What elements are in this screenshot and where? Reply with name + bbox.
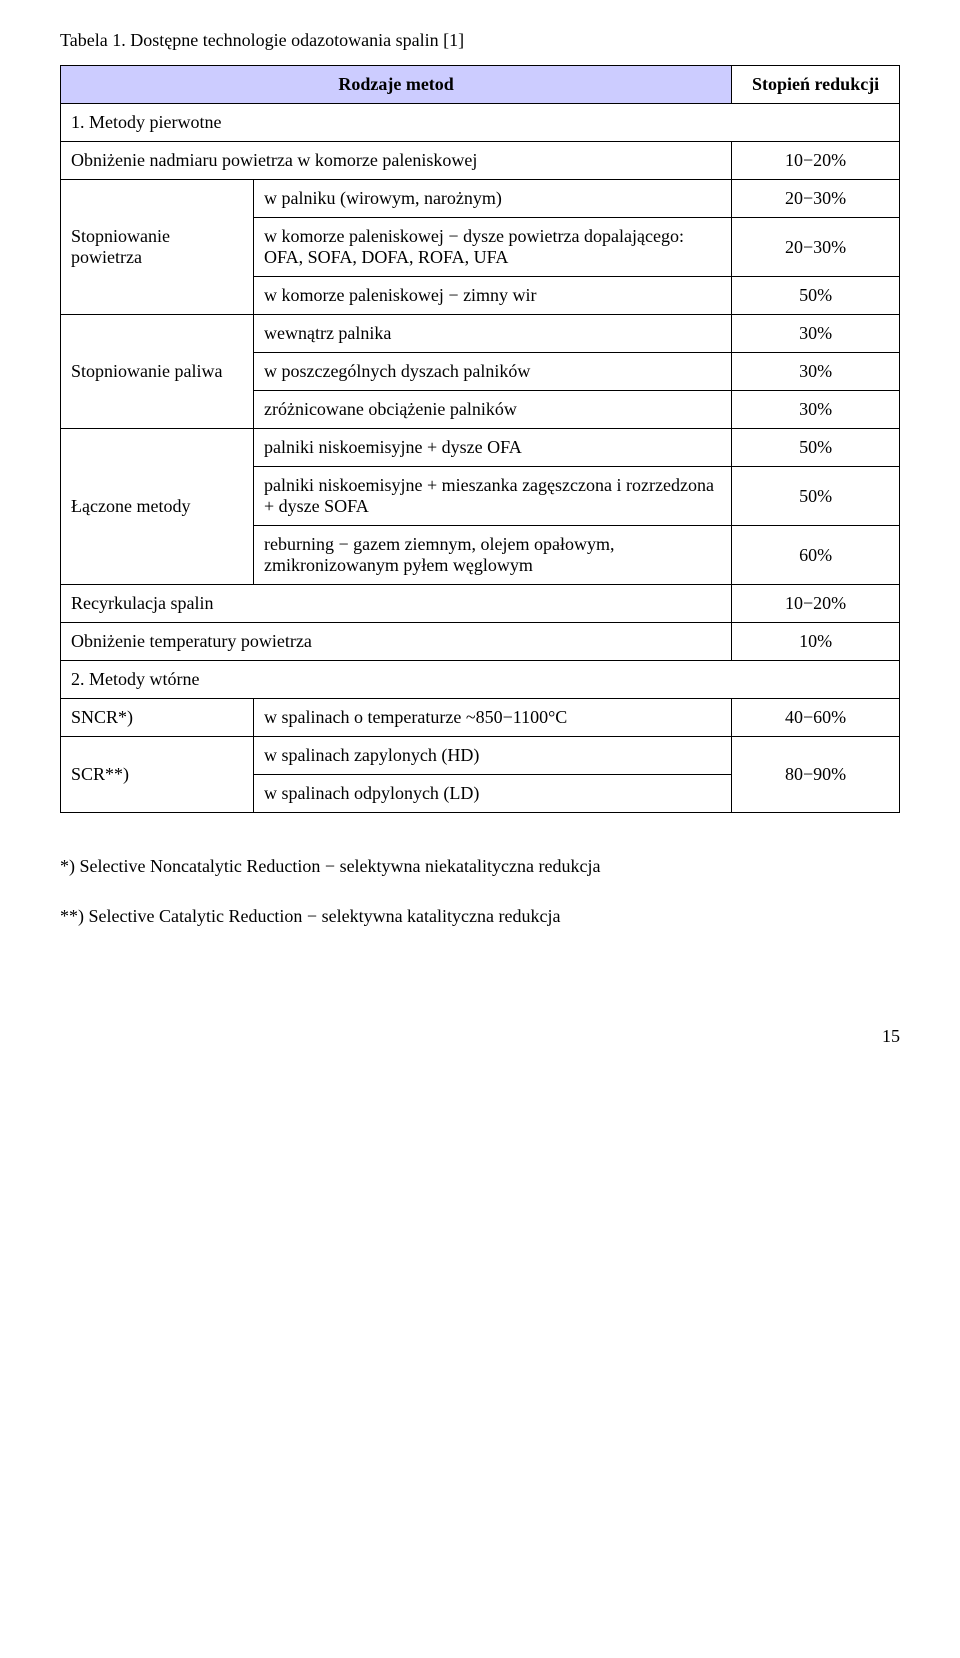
header-reduction: Stopień redukcji	[732, 66, 900, 104]
cell-value: 20−30%	[732, 180, 900, 218]
cell-value: 50%	[732, 429, 900, 467]
row-sncr: SNCR*) w spalinach o temperaturze ~850−1…	[61, 699, 900, 737]
technologies-table: Rodzaje metod Stopień redukcji 1. Metody…	[60, 65, 900, 813]
footnote-2: **) Selective Catalytic Reduction − sele…	[60, 897, 900, 937]
page-number: 15	[60, 1026, 900, 1047]
cell-value: 60%	[732, 526, 900, 585]
group-stopniowanie-paliwa: Stopniowanie paliwa	[61, 315, 254, 429]
cell-label: w spalinach o temperaturze ~850−1100°C	[253, 699, 731, 737]
group-laczone-metody: Łączone metody	[61, 429, 254, 585]
cell-value: 30%	[732, 315, 900, 353]
cell-label: palniki niskoemisyjne + mieszanka zagęsz…	[253, 467, 731, 526]
cell-label: w palniku (wirowym, narożnym)	[253, 180, 731, 218]
cell-label: zróżnicowane obciążenie palników	[253, 391, 731, 429]
row-obnizenie-temperatury: Obniżenie temperatury powietrza 10%	[61, 623, 900, 661]
section-2-title: 2. Metody wtórne	[61, 661, 900, 699]
cell-value: 50%	[732, 467, 900, 526]
cell-label: w spalinach odpylonych (LD)	[253, 775, 731, 813]
cell-label: w spalinach zapylonych (HD)	[253, 737, 731, 775]
cell-label: w poszczególnych dyszach palników	[253, 353, 731, 391]
cell-value: 40−60%	[732, 699, 900, 737]
footnote-1: *) Selective Noncatalytic Reduction − se…	[60, 847, 900, 887]
cell-value: 80−90%	[732, 737, 900, 813]
row-sp1: Stopniowanie powietrza w palniku (wirowy…	[61, 180, 900, 218]
cell-value: 10−20%	[732, 142, 900, 180]
cell-label: reburning − gazem ziemnym, olejem opałow…	[253, 526, 731, 585]
cell-label: Obniżenie nadmiaru powietrza w komorze p…	[61, 142, 732, 180]
group-scr: SCR**)	[61, 737, 254, 813]
cell-value: 20−30%	[732, 218, 900, 277]
cell-label: Recyrkulacja spalin	[61, 585, 732, 623]
cell-label: w komorze paleniskowej − zimny wir	[253, 277, 731, 315]
row-scr1: SCR**) w spalinach zapylonych (HD) 80−90…	[61, 737, 900, 775]
row-pal1: Stopniowanie paliwa wewnątrz palnika 30%	[61, 315, 900, 353]
cell-value: 10−20%	[732, 585, 900, 623]
header-methods: Rodzaje metod	[61, 66, 732, 104]
group-sncr: SNCR*)	[61, 699, 254, 737]
cell-label: Obniżenie temperatury powietrza	[61, 623, 732, 661]
cell-label: wewnątrz palnika	[253, 315, 731, 353]
row-lm1: Łączone metody palniki niskoemisyjne + d…	[61, 429, 900, 467]
cell-value: 30%	[732, 353, 900, 391]
cell-value: 10%	[732, 623, 900, 661]
section-1-title: 1. Metody pierwotne	[61, 104, 900, 142]
group-stopniowanie-powietrza: Stopniowanie powietrza	[61, 180, 254, 315]
section-1-row: 1. Metody pierwotne	[61, 104, 900, 142]
table-caption: Tabela 1. Dostępne technologie odazotowa…	[60, 30, 900, 51]
section-2-row: 2. Metody wtórne	[61, 661, 900, 699]
cell-label: palniki niskoemisyjne + dysze OFA	[253, 429, 731, 467]
cell-value: 50%	[732, 277, 900, 315]
row-recyrkulacja: Recyrkulacja spalin 10−20%	[61, 585, 900, 623]
header-row: Rodzaje metod Stopień redukcji	[61, 66, 900, 104]
cell-label: w komorze paleniskowej − dysze powietrza…	[253, 218, 731, 277]
footnotes: *) Selective Noncatalytic Reduction − se…	[60, 847, 900, 936]
cell-value: 30%	[732, 391, 900, 429]
row-obnizenie-nadmiaru: Obniżenie nadmiaru powietrza w komorze p…	[61, 142, 900, 180]
